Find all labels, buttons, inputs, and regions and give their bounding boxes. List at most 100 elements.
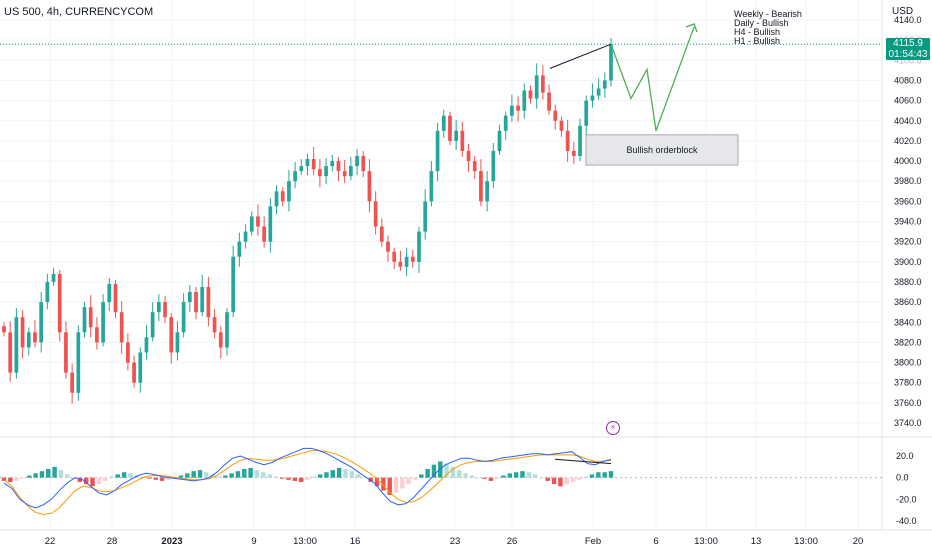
last-price-tag: 4115.9 01:54:43 [886,38,930,60]
macd-histogram-bar [46,469,51,478]
time-tick-label: 2023 [161,536,182,547]
candle-body [571,150,576,157]
macd-histogram-bar [374,477,380,487]
price-tick-label: 3880.0 [894,277,922,287]
macd-histogram-bar [248,467,253,478]
macd-histogram-bar [96,477,102,485]
candle-body [318,169,322,177]
macd-histogram-bar [551,477,557,485]
candle-body [392,251,397,262]
price-tick-label: 3900.0 [894,257,922,267]
trendline [549,43,612,69]
candle-body [528,90,533,99]
macd-histogram-bar [431,464,437,478]
macd-histogram-bar [393,477,399,493]
time-tick-label: 13:00 [794,536,818,547]
candle-body [181,302,186,333]
macd-histogram-bar [589,474,595,478]
macd-histogram-bar [558,477,563,487]
time-tick-label: 13:00 [694,536,718,547]
candle-body [14,317,19,373]
macd-histogram-bar [324,472,329,478]
candle-body [156,302,161,313]
candle-body [435,130,440,172]
macd-histogram-bar [261,472,266,478]
candle-body [448,115,452,141]
lightning-icon[interactable]: ⚡ [606,421,620,435]
candle-body [311,159,316,170]
candle-body [410,256,415,262]
candle-body [88,307,93,328]
macd-histogram-bar [1,477,7,481]
macd-histogram-bar [596,472,601,478]
macd-histogram-bar [286,477,291,480]
candle-body [485,181,489,202]
candle-body [274,191,279,207]
time-tick-label: 16 [350,536,361,547]
projection-path [610,26,695,132]
orderblock-zone [585,134,739,166]
candle-body [64,332,68,373]
macd-histogram-bar [488,477,494,481]
macd-histogram-bar [159,477,165,481]
macd-line [3,447,612,509]
macd-histogram-bar [419,474,424,478]
candle-body [194,292,198,313]
macd-histogram-bar [115,474,121,478]
time-tick-label: 28 [107,536,118,547]
macd-histogram-bar [463,473,468,478]
candle-body [243,231,248,242]
candle-body [82,307,87,333]
macd-histogram-bar [412,477,418,480]
candle-body [144,337,149,353]
time-tick-label: 22 [45,536,56,547]
candle-body [249,216,254,232]
candle-body [559,120,564,131]
candle-body [305,159,310,167]
macd-histogram-bar [368,477,373,482]
candle-body [33,332,37,343]
candle-body [590,95,595,101]
candle-body [330,161,335,167]
macd-histogram-bar [121,472,127,478]
candle-body [212,317,217,333]
macd-histogram-bar [311,476,317,478]
price-tick-label: 3860.0 [894,297,922,307]
macd-histogram-bar [58,470,64,478]
candle-body [336,161,341,172]
candle-body [2,326,6,333]
price-tick-label: 4100.0 [894,55,922,65]
macd-histogram-bar [539,477,544,479]
macd-histogram-bar [545,477,550,481]
macd-histogram-bar [343,469,348,478]
macd-histogram-bar [532,474,538,478]
candle-body [565,130,570,151]
candle-body [299,166,304,172]
candle-body [522,90,527,111]
timeframe-bias-note: Weekly - Bearish Daily - Bullish H4 - Bu… [734,10,802,46]
candle-body [324,166,328,177]
time-tick-label: Feb [585,536,601,547]
currency-label: USD [892,6,914,17]
bias-h4: H4 - Bullish [734,27,781,37]
candle-body [138,352,143,383]
macd-histogram-bar [336,467,342,478]
macd-tick-label: 0.0 [896,473,909,483]
candle-body [132,362,136,383]
time-tick-label: 13:00 [293,536,317,547]
candle-body [503,115,508,131]
bias-h1: H1 - Bullish [734,36,781,46]
macd-histogram-bar [83,477,89,485]
orderblock-label: Bullish orderblock [626,145,698,155]
macd-histogram-bar [482,477,487,479]
candle-body [472,161,477,172]
candle-body [534,75,539,99]
macd-histogram-bar [355,474,361,478]
macd-histogram-bar [513,472,519,478]
candle-body [107,283,112,303]
macd-histogram-bar [469,475,475,478]
price-tick-label: 3840.0 [894,317,922,327]
candle-body [218,332,223,348]
candle-body [113,283,118,313]
